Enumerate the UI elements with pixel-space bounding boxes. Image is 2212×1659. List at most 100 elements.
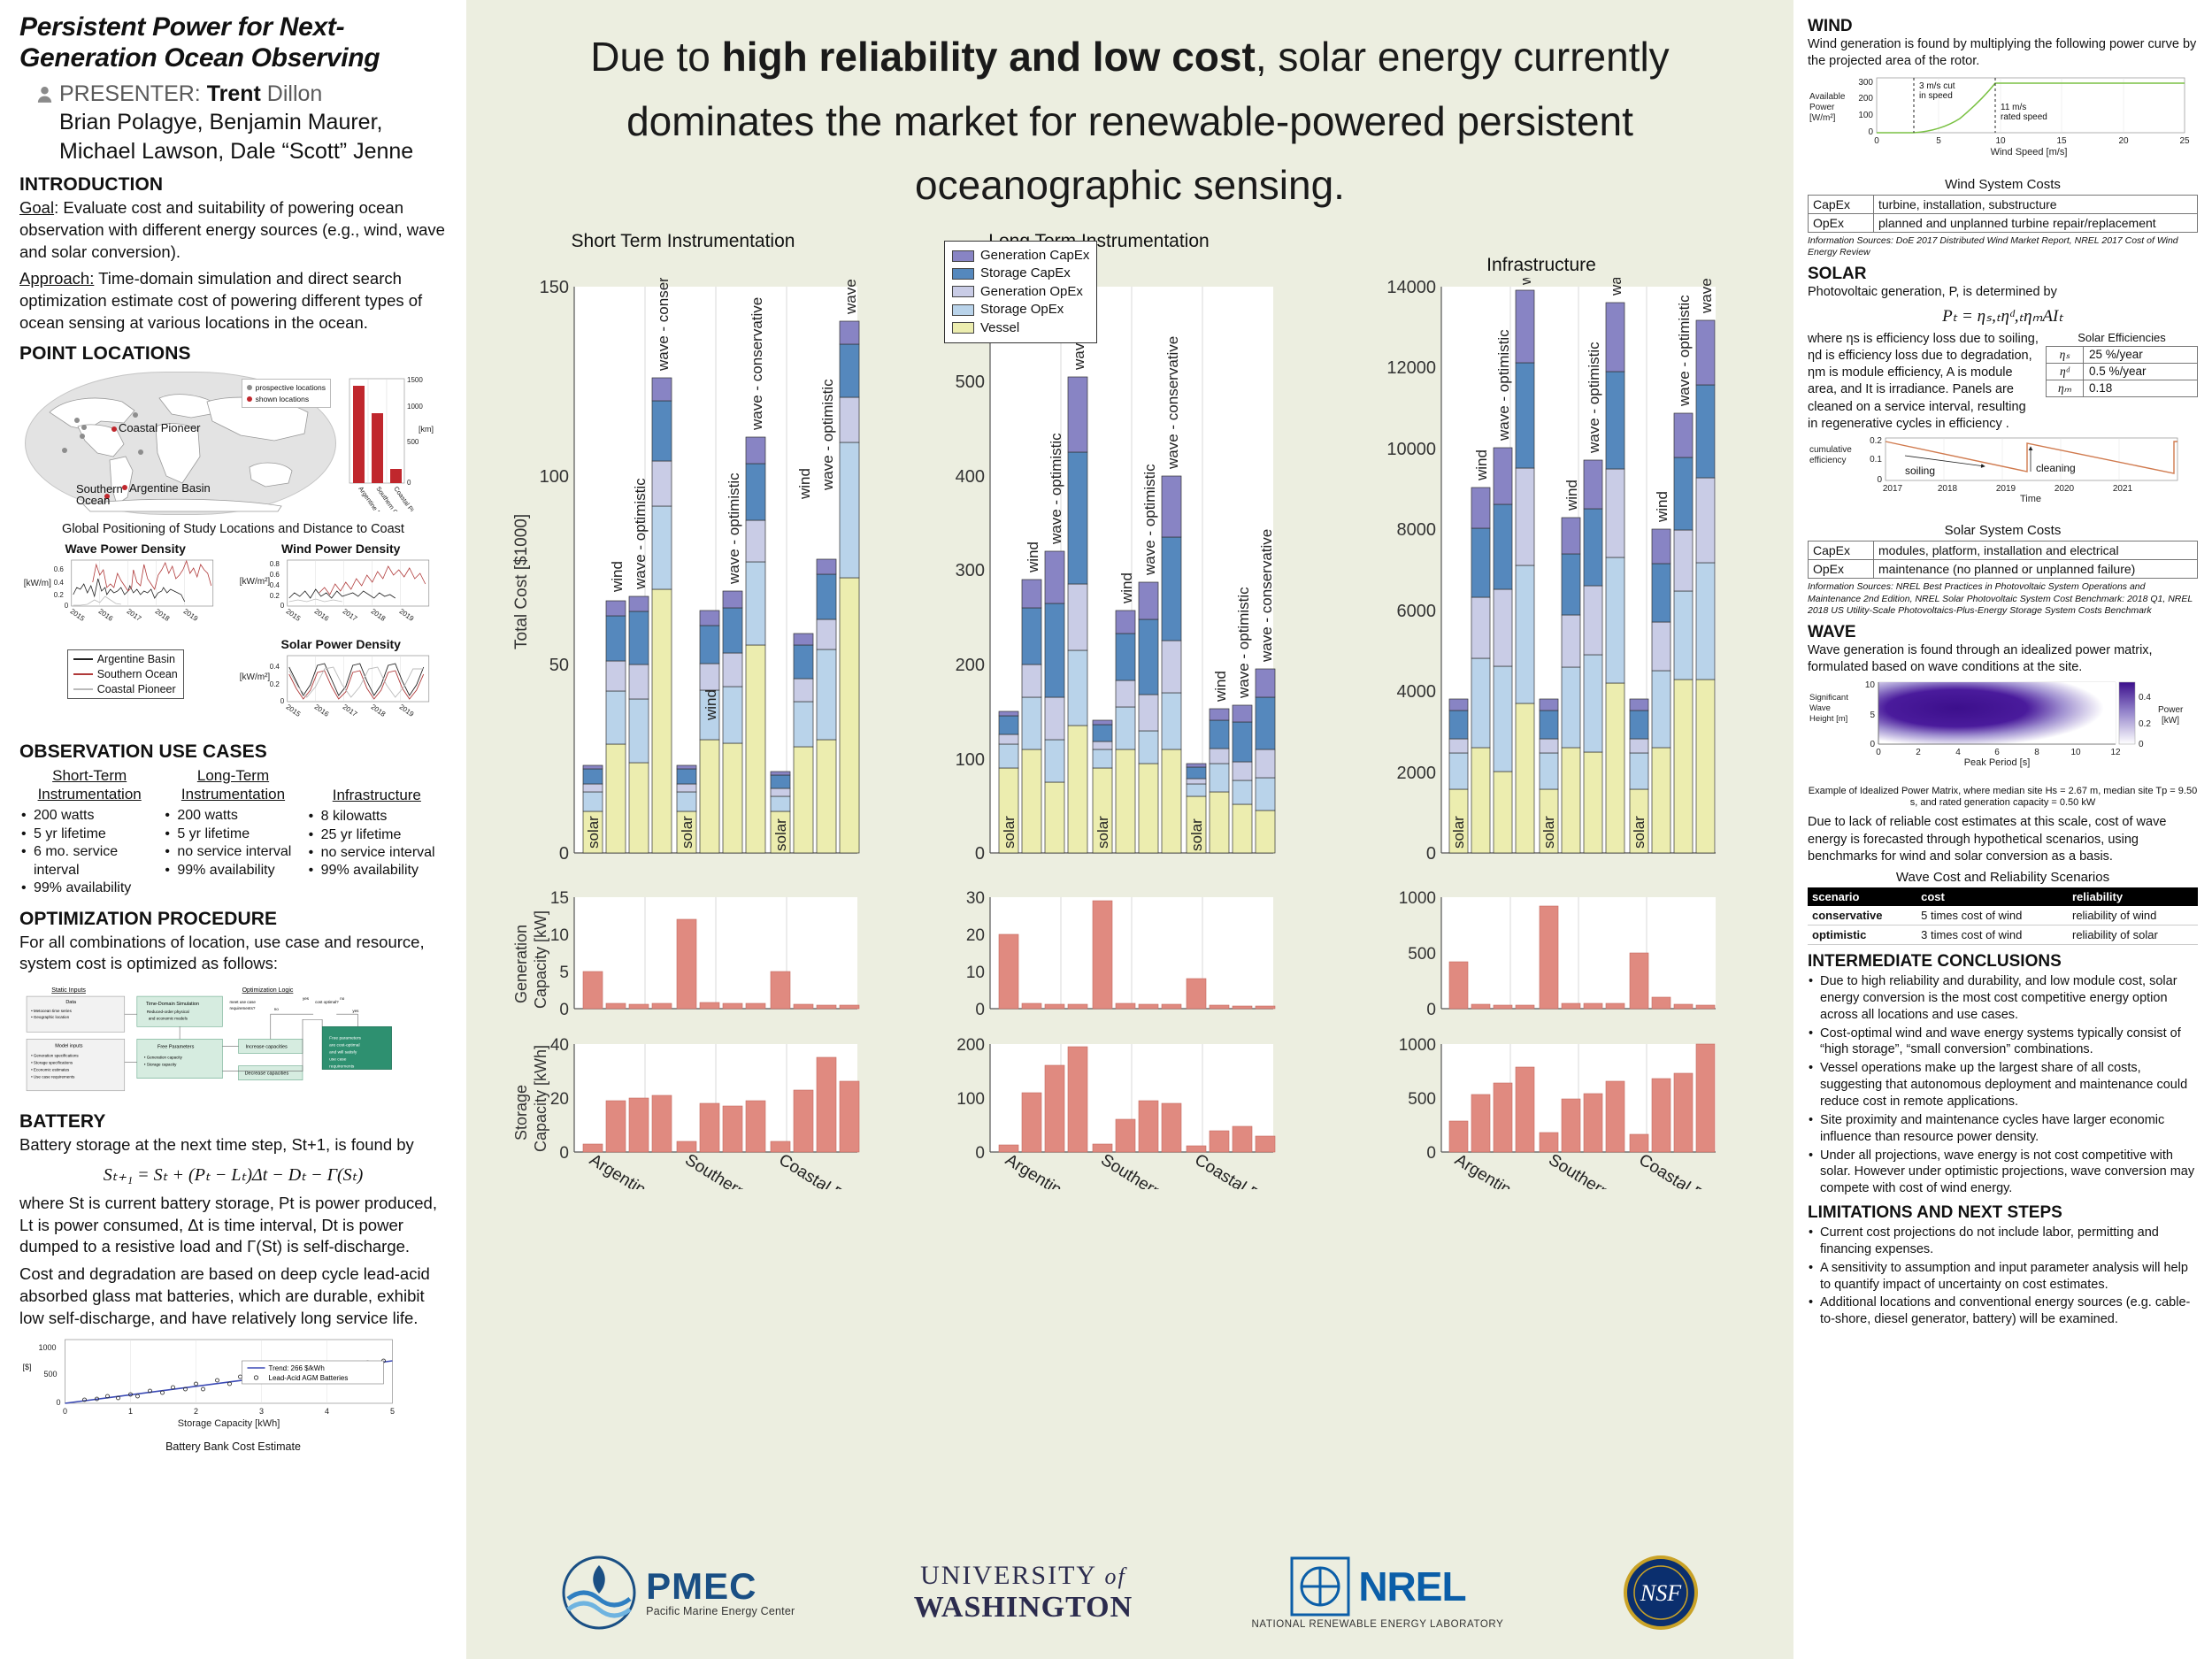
cost-key: CapEx: [1808, 194, 1874, 214]
battery-chart-caption: Battery Bank Cost Estimate: [165, 1440, 301, 1454]
y-tick-short: 150: [540, 278, 569, 297]
y-tick-long: 100: [956, 750, 985, 770]
eff-x-tick: 2021: [2113, 484, 2133, 494]
nrel-name: NREL: [1358, 1563, 1466, 1609]
use-case-list: 200 watts 5 yr lifetime 6 mo. service in…: [19, 807, 159, 898]
wind-annotation-1b: in speed: [1919, 91, 1953, 101]
eff-x-tick: 2018: [1938, 484, 1958, 494]
table-row: CapEx turbine, installation, substructure: [1808, 194, 2198, 214]
vessel-swatch-icon: [952, 322, 974, 334]
battery-heading: BATTERY: [19, 1111, 106, 1132]
map-dot-prospective: [80, 433, 85, 439]
bar-wave-conservative-2: wave - conservative: [745, 297, 766, 854]
approach-text: Time-domain simulation and direct search…: [19, 269, 423, 332]
y-tick: 0: [280, 697, 284, 705]
presenter-last-name: Dillon: [266, 81, 323, 106]
chart-column-long-term: Long Term Instrumentation 600 500 400 30…: [909, 230, 1289, 1189]
flow-no-label: no: [274, 1007, 280, 1011]
goal-label: Goal: [19, 198, 55, 218]
y-tick: 0.4: [269, 663, 280, 671]
bar-label: wind: [1212, 671, 1229, 703]
wave-y-axis-label-2: Wave: [1809, 703, 1831, 713]
bar-wind-2: wind: [1561, 480, 1581, 854]
x-category-label: Argentine Basin: [586, 1150, 696, 1189]
wave-cb-label-2: [kW]: [2162, 716, 2179, 726]
bar-label: wave - optimistic: [632, 478, 649, 590]
optimization-text: For all combinations of location, use ca…: [19, 932, 425, 973]
bat-x-tick: 0: [63, 1407, 67, 1416]
bar-label: wind: [1654, 491, 1671, 523]
use-case-short-term: Short-Term Instrumentation 200 watts 5 y…: [19, 766, 159, 898]
bar-wave-optimistic-2: wave - optimistic: [1583, 342, 1603, 854]
flow-static-inputs-label: Static Inputs: [51, 987, 86, 994]
limitation-item: A sensitivity to assumption and input pa…: [1808, 1260, 2198, 1294]
optimization-flowchart: Static Inputs Optimization Logic Data • …: [26, 987, 392, 1092]
bar-label: wind: [1025, 541, 1041, 573]
solar-efficiency-table: ηₛ 25 %/year ηᵈ 0.5 %/year ηₘ 0.18: [2046, 345, 2198, 397]
y-tick: 0.4: [54, 579, 65, 587]
cost-key: CapEx: [1808, 541, 1874, 561]
battery-note: Cost and degradation are based on deep c…: [19, 1264, 430, 1327]
bar-wave-conservative-3: wave - conservative: [1695, 278, 1716, 854]
bar-label: wind: [1473, 449, 1490, 481]
bat-y-tick: 1000: [39, 1343, 57, 1352]
solar-cost-table-title: Solar System Costs: [1944, 523, 2062, 539]
presenter-text: PRESENTER: Trent Dillon: [59, 80, 322, 109]
legend-row: Vessel: [952, 319, 1089, 337]
wind-cost-table: CapEx turbine, installation, substructure…: [1808, 194, 2198, 233]
bat-x-tick: 2: [194, 1407, 198, 1416]
eff-y-axis-label-1: cumulative: [1809, 445, 1852, 455]
limitation-item: Current cost projections do not include …: [1808, 1225, 2198, 1258]
y-tick-long: 0: [975, 844, 985, 864]
bar-wind: wind: [1021, 541, 1042, 854]
eff-y-tick: 0.1: [1870, 455, 1882, 465]
bar-wave-optimistic-2: wave - optimistic: [722, 472, 743, 854]
y-tick-infra: 2000: [1397, 764, 1437, 783]
bar-label: wave - optimistic: [1141, 464, 1158, 576]
y-axis-label: [kW/m²]: [239, 577, 270, 587]
cumulative-efficiency-chart: soiling cleaning 0.2 0.1 0 2017 2018 2019…: [1809, 436, 2178, 504]
eff-symbol: ηₛ: [2046, 345, 2084, 364]
wave-cb-tick: 0.2: [2139, 719, 2151, 729]
gen-y-tick: 10: [966, 964, 985, 982]
y-tick: 0.4: [269, 581, 280, 589]
eff-y-tick: 0.2: [1870, 436, 1882, 446]
approach-label: Approach:: [19, 269, 95, 288]
battery-chart-legend: Trend: 266 $/kWh Lead-Acid AGM Batteries: [242, 1361, 384, 1385]
bar-label: wave - optimistic: [1676, 295, 1693, 407]
y-axis-label-generation: Generation: [512, 925, 530, 1003]
wave-x-tick: 0: [1876, 748, 1881, 757]
wave-cb-tick: 0: [2139, 740, 2144, 749]
flow-optimization-logic-label: Optimization Logic: [242, 987, 294, 994]
gen-y-tick: 5: [559, 964, 569, 982]
bar-label: wind: [796, 468, 813, 500]
dist-tick: 0: [407, 479, 411, 487]
bar-label: solar: [585, 816, 602, 849]
bat-y-label: [$]: [23, 1363, 32, 1371]
density-series-legend: Argentine Basin Southern Ocean Coastal P…: [66, 649, 184, 700]
x-category-label: Southern Ocean: [1097, 1150, 1210, 1189]
solar-where-text: where ηs is efficiency loss due to soili…: [1808, 331, 2039, 431]
storage-capex-swatch-icon: [952, 268, 974, 280]
wind-heading: WIND: [1808, 17, 1853, 35]
bar-label: wind: [1563, 480, 1580, 511]
scenario-reliability: reliability of wind: [2067, 906, 2198, 926]
wave-x-tick: 12: [2110, 748, 2121, 757]
use-case-item: no service interval: [163, 843, 303, 862]
pmec-subtitle: Pacific Marine Energy Center: [646, 1605, 795, 1617]
scenario-cost: 3 times cost of wind: [1916, 925, 2068, 946]
bat-y-tick: 0: [57, 1398, 61, 1407]
logo-row: PMEC Pacific Marine Energy Center UNIVER…: [466, 1544, 1793, 1641]
col-header-cost: cost: [1916, 887, 2068, 907]
wave-heading: WAVE: [1808, 623, 1856, 642]
chart-title: Wave Power Density: [65, 541, 186, 556]
use-case-item: 25 yr lifetime: [307, 826, 447, 845]
x-category-label: Coastal Pioneer: [1635, 1150, 1732, 1189]
x-category-label: Coastal Pioneer: [775, 1150, 873, 1189]
line-swatch-icon: [73, 687, 93, 690]
map-label-text: Argentine Basin: [129, 480, 211, 495]
solar-efficiency-block: Solar Efficiencies ηₛ 25 %/year ηᵈ 0.5 %/y…: [2046, 331, 2198, 397]
left-column: Persistent Power for Next-Generation Oce…: [0, 0, 466, 1659]
poster-title: Persistent Power for Next-Generation Oce…: [19, 12, 380, 73]
wind-y-axis-label-1: Available: [1809, 92, 1846, 102]
